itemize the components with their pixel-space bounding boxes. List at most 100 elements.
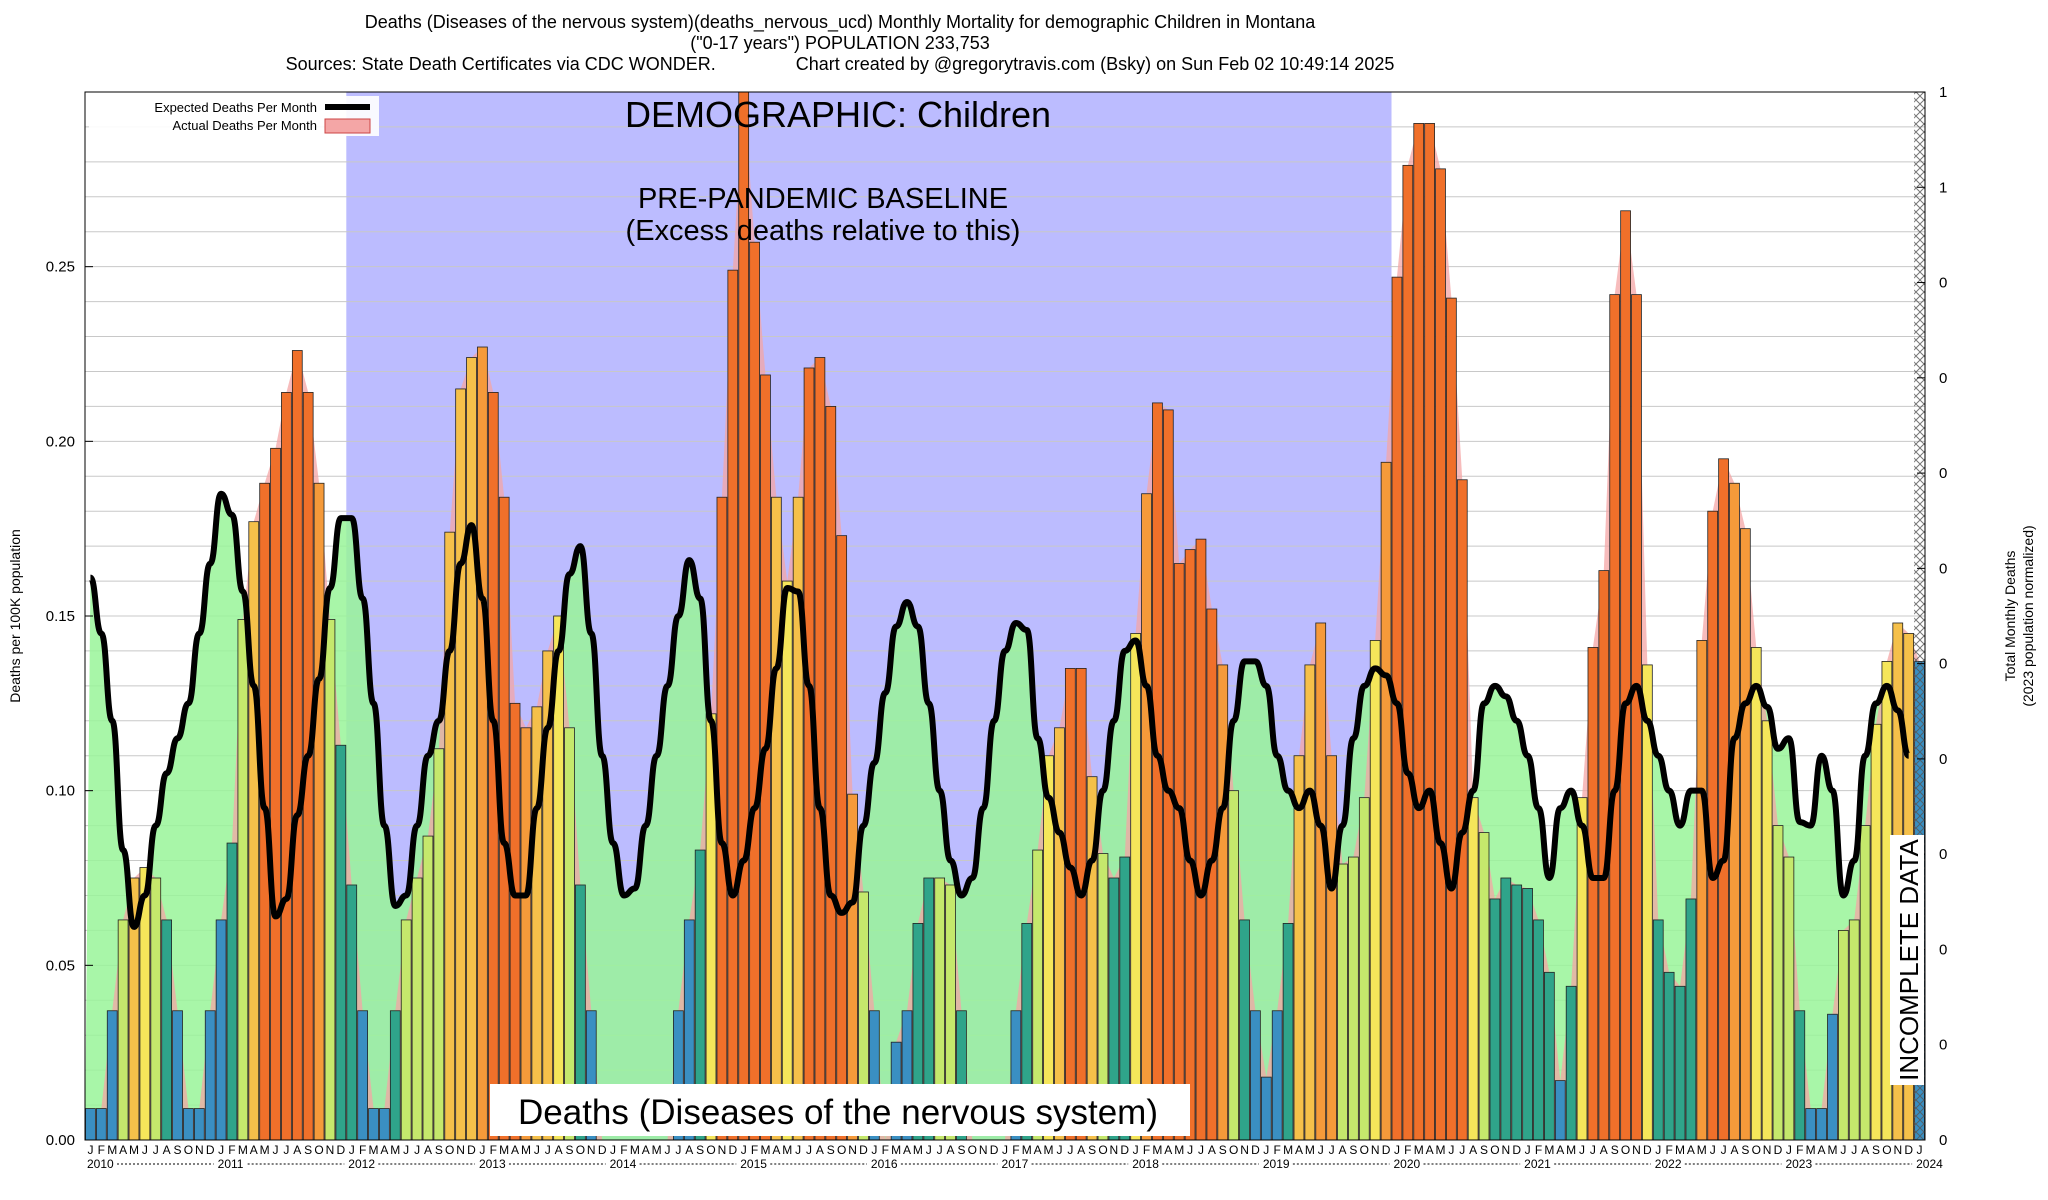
month-label: J	[1590, 1143, 1596, 1157]
month-label: S	[1349, 1143, 1357, 1157]
actual-bar	[564, 727, 575, 1141]
month-label: M	[1305, 1143, 1315, 1157]
year-label: 2022	[1655, 1157, 1682, 1171]
actual-bar	[1870, 723, 1882, 1141]
month-label: N	[456, 1143, 465, 1157]
actual-bar	[1522, 888, 1533, 1141]
actual-bar	[1848, 919, 1860, 1141]
month-label: N	[1110, 1143, 1119, 1157]
actual-bar	[509, 702, 521, 1141]
month-label: F	[1535, 1143, 1542, 1157]
chart-sources: Sources: State Death Certificates via CD…	[285, 54, 1395, 74]
month-label: M	[1283, 1143, 1293, 1157]
y2-axis-subtitle: (2023 population normalized)	[2020, 525, 2036, 706]
actual-bar	[1587, 647, 1599, 1141]
month-label: O	[576, 1143, 585, 1157]
month-label: D	[337, 1143, 346, 1157]
actual-bar	[1609, 294, 1621, 1141]
month-label: M	[129, 1143, 139, 1157]
actual-bar	[1348, 856, 1359, 1141]
month-label: F	[359, 1143, 366, 1157]
month-label: A	[816, 1143, 824, 1157]
actual-bar	[1859, 825, 1871, 1141]
month-label: M	[913, 1143, 923, 1157]
month-label: J	[403, 1143, 409, 1157]
month-label: N	[1371, 1143, 1380, 1157]
month-label: A	[250, 1143, 258, 1157]
month-label: M	[1022, 1143, 1032, 1157]
y2-tick-label: 0	[1939, 941, 1947, 958]
month-label: N	[1240, 1143, 1249, 1157]
y-tick-label: 0.25	[46, 259, 75, 276]
month-label: J	[871, 1143, 877, 1157]
month-label: F	[1665, 1143, 1672, 1157]
y-tick-label: 0.00	[46, 1132, 75, 1149]
actual-bar	[281, 392, 292, 1141]
month-label: M	[891, 1143, 901, 1157]
month-label: J	[1133, 1143, 1139, 1157]
month-label: O	[1490, 1143, 1499, 1157]
year-label: 2023	[1785, 1157, 1812, 1171]
axes-group: 0.00 0.05 0.10 0.15 0.20 0.25 0 0 0 0 0 0 0 0 0 0 1 1 Deat…	[7, 84, 2036, 1171]
year-label: 2016	[871, 1157, 898, 1171]
actual-bar	[1424, 123, 1435, 1141]
month-label: A	[1730, 1143, 1738, 1157]
month-label: J	[926, 1143, 932, 1157]
month-label: F	[1012, 1143, 1019, 1157]
month-label: M	[630, 1143, 640, 1157]
month-label: O	[1098, 1143, 1107, 1157]
month-label: J	[1917, 1143, 1923, 1157]
month-label: S	[1611, 1143, 1619, 1157]
actual-bar	[1489, 898, 1501, 1141]
month-label: D	[598, 1143, 607, 1157]
month-label: A	[1687, 1143, 1695, 1157]
month-label: A	[163, 1143, 171, 1157]
month-label: J	[414, 1143, 420, 1157]
month-label: N	[195, 1143, 204, 1157]
month-label: D	[990, 1143, 999, 1157]
incomplete-label-box	[1890, 835, 1924, 1085]
actual-bar	[520, 727, 532, 1141]
actual-bar	[161, 919, 173, 1141]
month-label: S	[827, 1143, 835, 1157]
year-label: 2014	[610, 1157, 637, 1171]
actual-bar	[1783, 856, 1795, 1141]
actual-bar	[836, 535, 848, 1141]
year-label: 2019	[1263, 1157, 1290, 1171]
month-label: M	[1414, 1143, 1424, 1157]
year-label: 2011	[218, 1157, 244, 1171]
month-label: A	[1818, 1143, 1826, 1157]
month-label: F	[1796, 1143, 1803, 1157]
actual-bar	[1816, 1108, 1827, 1141]
month-label: D	[728, 1143, 737, 1157]
actual-bar	[183, 1108, 194, 1141]
month-label: J	[741, 1143, 747, 1157]
actual-bar	[1533, 919, 1544, 1141]
month-label: J	[1710, 1143, 1716, 1157]
month-label: N	[848, 1143, 857, 1157]
month-label: J	[1579, 1143, 1585, 1157]
actual-bar	[1685, 898, 1697, 1141]
actual-bar	[477, 346, 488, 1141]
month-label: A	[119, 1143, 127, 1157]
month-label: M	[521, 1143, 531, 1157]
month-label: J	[1187, 1143, 1193, 1157]
actual-bar	[1837, 930, 1849, 1141]
month-label: O	[1752, 1143, 1761, 1157]
month-label: O	[1360, 1143, 1369, 1157]
month-label: M	[1152, 1143, 1162, 1157]
y2-tick-label: 1	[1939, 179, 1947, 196]
month-label: J	[1329, 1143, 1335, 1157]
month-label: O	[1621, 1143, 1630, 1157]
month-label: F	[882, 1143, 889, 1157]
actual-bar	[1239, 919, 1250, 1141]
actual-bar	[1054, 727, 1065, 1141]
month-label: F	[228, 1143, 235, 1157]
actual-bar	[781, 580, 793, 1141]
month-label: D	[859, 1143, 868, 1157]
actual-bar	[324, 619, 336, 1141]
month-label: D	[1643, 1143, 1652, 1157]
month-label: M	[369, 1143, 379, 1157]
month-label: J	[1056, 1143, 1062, 1157]
